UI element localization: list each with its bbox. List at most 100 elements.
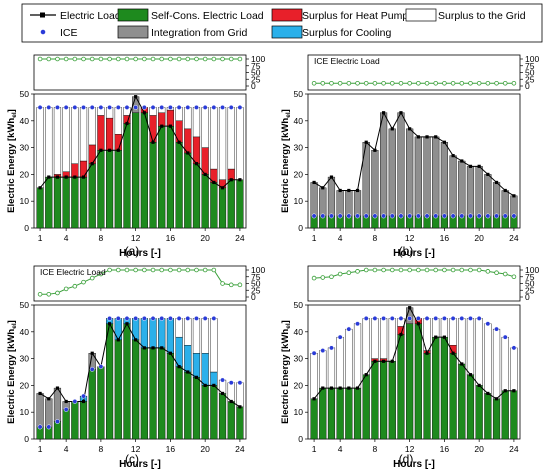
bar-self_cons	[327, 387, 336, 440]
ytick-label: 40	[20, 327, 30, 337]
bar-surplus_grid	[362, 318, 370, 375]
electric-load-point	[229, 178, 233, 182]
electric-load-point	[107, 148, 112, 152]
ice-load-point	[220, 281, 225, 286]
ytick-label: 40	[20, 116, 30, 126]
y-axis-label-end: ]	[280, 320, 291, 323]
bar-self_cons	[423, 353, 431, 440]
ice-load-point	[228, 282, 234, 288]
ytick-label: 30	[294, 354, 304, 364]
main-plot: 0 10 20 30 40 50 1 4 8 12 16 20 24	[20, 300, 247, 454]
ice-load-point	[115, 56, 121, 62]
ice-load-point	[320, 81, 326, 86]
legend-item-ice: ICE	[40, 27, 78, 39]
ice-point	[433, 213, 439, 219]
ice-load-point	[63, 286, 69, 292]
electric-load-point	[203, 383, 207, 387]
bar-self_cons	[336, 387, 344, 440]
ice-point	[98, 364, 104, 370]
ice-point	[485, 213, 491, 219]
ice-point	[150, 104, 156, 110]
xtick-label: 12	[131, 444, 141, 454]
bar-grid_import	[327, 176, 336, 217]
bar-surplus_cool	[132, 318, 140, 341]
bar-self_cons	[79, 176, 88, 229]
bar-self_cons	[406, 323, 414, 440]
ytick-label: 10	[20, 407, 30, 417]
ice-point	[346, 213, 352, 219]
ice-ytick-label: 100	[251, 54, 265, 64]
xtick-label: 4	[338, 233, 343, 243]
bar-self_cons	[79, 401, 88, 440]
ice-point	[124, 315, 130, 321]
bar-self_cons	[166, 353, 174, 440]
ice-point	[37, 104, 43, 110]
ice-point	[389, 315, 395, 321]
legend-item-surplus_hp: Surplus for Heat Pump	[271, 8, 408, 22]
electric-load-point	[160, 124, 164, 128]
xtick-label: 8	[373, 233, 378, 243]
ice-point	[107, 104, 113, 110]
ice-load-point	[168, 267, 173, 273]
bar-surplus_hp	[166, 109, 174, 127]
ice-point	[363, 315, 369, 321]
ice-load-point	[194, 56, 199, 62]
ice-load-point	[202, 56, 208, 62]
bar-surplus_grid	[492, 328, 501, 399]
ice-ytick-label: 75	[525, 61, 535, 71]
ice-load-point	[337, 81, 343, 86]
bar-self_cons	[184, 371, 192, 440]
electric-load-point	[338, 386, 342, 390]
bar-self_cons	[140, 347, 148, 440]
bar-grid_import	[414, 136, 422, 217]
bar-self_cons	[388, 361, 396, 440]
ice-point	[202, 104, 208, 110]
ice-point	[228, 380, 234, 386]
ice-load-point	[329, 81, 334, 86]
ice-point	[372, 315, 378, 321]
bar-surplus_cool	[158, 318, 166, 349]
bar-self_cons	[353, 387, 362, 440]
ice-load-point	[511, 274, 517, 280]
x-axis-label: Hours [-]	[393, 248, 435, 259]
ice-ytick-label: 75	[525, 272, 535, 282]
bar-self_cons	[484, 393, 492, 440]
ice-point	[381, 315, 387, 321]
ice-load-point	[37, 56, 43, 62]
ice-load-point	[433, 81, 439, 86]
electric-load-point	[494, 180, 499, 185]
electric-load-point	[186, 370, 190, 374]
ytick-label: 50	[294, 300, 304, 310]
electric-load-point	[329, 175, 334, 179]
bar-surplus_grid	[336, 336, 344, 389]
bar-self_cons	[218, 393, 227, 440]
bar-surplus_grid	[62, 107, 70, 172]
legend-item-self_cons: Self-Cons. Electric Load	[117, 8, 264, 22]
xtick-label: 4	[64, 444, 69, 454]
bar-grid_import	[432, 136, 440, 217]
x-axis-label: Hours [-]	[393, 459, 435, 470]
y-axis-label-end: ]	[6, 320, 17, 323]
ice-point	[355, 321, 360, 327]
bar-surplus_grid	[458, 318, 466, 365]
ice-load-point	[159, 267, 165, 273]
bar-self_cons	[123, 123, 131, 229]
electric-load-point	[168, 351, 173, 355]
electric-load-point	[142, 111, 146, 115]
ytick-label: 0	[298, 223, 303, 233]
ice-point	[72, 399, 78, 404]
bar-surplus_grid	[227, 107, 235, 170]
ice-load-point	[346, 81, 352, 86]
ice-load-point	[185, 267, 191, 273]
bar-surplus_cool	[149, 318, 157, 349]
ice-load-point	[133, 267, 138, 273]
ice-point	[124, 104, 130, 110]
electric-load-point	[186, 151, 190, 155]
ice-frame	[33, 54, 247, 91]
legend-label: Integration from Grid	[151, 27, 247, 39]
ice-load-point	[142, 267, 147, 273]
electric-load-point	[399, 111, 403, 115]
